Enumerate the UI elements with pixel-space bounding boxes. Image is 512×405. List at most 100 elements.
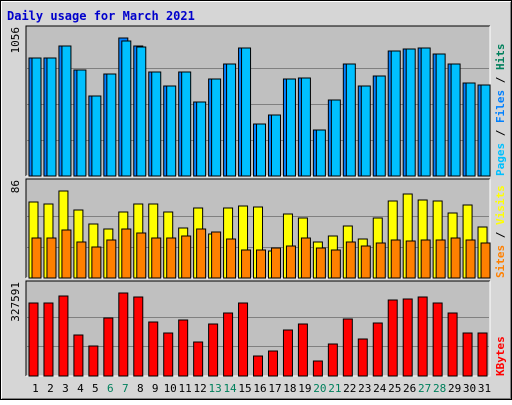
bar-pages bbox=[151, 71, 162, 177]
x-tick-label: 30 bbox=[463, 382, 476, 395]
bar-kbytes bbox=[43, 302, 54, 377]
x-tick-label: 28 bbox=[433, 382, 446, 395]
x-tick-label: 13 bbox=[208, 382, 221, 395]
bar-sites bbox=[211, 231, 222, 279]
x-tick-label: 8 bbox=[137, 382, 144, 395]
bar-kbytes bbox=[133, 296, 144, 377]
x-tick-label: 18 bbox=[283, 382, 296, 395]
bar-kbytes bbox=[312, 360, 323, 377]
bar-kbytes bbox=[387, 299, 398, 377]
bar-pages bbox=[106, 73, 117, 177]
bar-sites bbox=[121, 228, 132, 279]
bar-sites bbox=[166, 237, 177, 279]
bar-pages bbox=[91, 95, 102, 177]
bar-pages bbox=[31, 57, 42, 177]
bar-pages bbox=[375, 75, 386, 177]
bar-pages bbox=[136, 46, 147, 177]
bar-kbytes bbox=[417, 296, 428, 377]
bar-kbytes bbox=[432, 302, 443, 377]
legend-separator: / bbox=[494, 123, 507, 143]
bar-kbytes bbox=[163, 332, 174, 377]
bar-sites bbox=[285, 245, 296, 279]
y-max-label-visits: 86 bbox=[9, 180, 22, 193]
x-tick-label: 25 bbox=[388, 382, 401, 395]
x-tick-label: 16 bbox=[253, 382, 266, 395]
x-tick-label: 14 bbox=[223, 382, 237, 395]
bar-kbytes bbox=[148, 321, 159, 377]
panel-border-dark-hits bbox=[25, 25, 490, 176]
x-tick-label: 4 bbox=[77, 382, 84, 395]
x-tick-label: 22 bbox=[343, 382, 356, 395]
bar-kbytes bbox=[342, 318, 353, 377]
x-tick-label: 26 bbox=[403, 382, 416, 395]
x-tick-label: 24 bbox=[373, 382, 387, 395]
bar-pages bbox=[285, 78, 296, 177]
bar-kbytes bbox=[357, 338, 368, 377]
x-tick-label: 11 bbox=[179, 382, 192, 395]
bar-pages bbox=[360, 85, 371, 177]
bar-kbytes bbox=[58, 295, 69, 377]
legend-hits: Pages / Files / Hits bbox=[494, 44, 507, 177]
bar-kbytes bbox=[253, 355, 264, 377]
x-tick-label: 2 bbox=[47, 382, 54, 395]
bar-kbytes bbox=[282, 329, 293, 377]
bar-pages bbox=[226, 63, 237, 177]
panel-border-dark-visits bbox=[25, 178, 490, 278]
x-tick-label: 15 bbox=[238, 382, 251, 395]
bar-kbytes bbox=[88, 345, 99, 377]
bar-pages bbox=[450, 63, 461, 177]
legend-entry: Files bbox=[494, 90, 507, 123]
legend-entry: KBytes bbox=[494, 336, 507, 376]
bar-sites bbox=[181, 235, 192, 279]
bar-pages bbox=[315, 129, 326, 177]
bar-sites bbox=[465, 239, 476, 279]
chart-title: Daily usage for March 2021 bbox=[7, 9, 195, 23]
bar-pages bbox=[270, 114, 281, 177]
y-max-label-hits: 1056 bbox=[9, 27, 22, 54]
bar-kbytes bbox=[462, 332, 473, 377]
bar-sites bbox=[91, 246, 102, 279]
bar-kbytes bbox=[118, 292, 129, 377]
bar-pages bbox=[420, 47, 431, 177]
x-tick-label: 21 bbox=[328, 382, 341, 395]
bar-sites bbox=[136, 232, 147, 279]
x-tick-label: 6 bbox=[107, 382, 114, 395]
legend-entry: Visits bbox=[494, 185, 507, 225]
legend-separator: / bbox=[494, 70, 507, 90]
x-tick-label: 19 bbox=[298, 382, 311, 395]
y-max-label-kbytes: 327591 bbox=[9, 282, 22, 322]
bar-pages bbox=[390, 50, 401, 177]
bar-sites bbox=[345, 241, 356, 279]
bar-pages bbox=[46, 57, 57, 177]
bar-kbytes bbox=[223, 312, 234, 377]
bar-sites bbox=[315, 247, 326, 279]
bar-sites bbox=[300, 237, 311, 279]
bar-pages bbox=[300, 77, 311, 177]
bar-sites bbox=[106, 239, 117, 279]
bar-kbytes bbox=[372, 322, 383, 377]
x-tick-label: 31 bbox=[478, 382, 491, 395]
bar-pages bbox=[480, 84, 491, 177]
legend-kbytes: KBytes bbox=[494, 336, 507, 376]
bar-sites bbox=[390, 239, 401, 279]
x-tick-label: 1 bbox=[32, 382, 39, 395]
x-tick-label: 3 bbox=[62, 382, 69, 395]
x-tick-label: 7 bbox=[122, 382, 129, 395]
bar-kbytes bbox=[208, 323, 219, 377]
bar-sites bbox=[420, 239, 431, 279]
bar-pages bbox=[241, 47, 252, 177]
x-tick-label: 23 bbox=[358, 382, 371, 395]
bar-sites bbox=[196, 228, 207, 279]
bar-sites bbox=[226, 238, 237, 279]
legend-entry: Pages bbox=[494, 143, 507, 176]
bar-sites bbox=[330, 249, 341, 279]
x-tick-label: 9 bbox=[152, 382, 159, 395]
bar-sites bbox=[61, 229, 72, 279]
bar-kbytes bbox=[402, 298, 413, 377]
legend-entry: Hits bbox=[494, 44, 507, 71]
legend-separator: / bbox=[494, 225, 507, 245]
bar-pages bbox=[465, 82, 476, 177]
legend-entry: Sites bbox=[494, 245, 507, 278]
